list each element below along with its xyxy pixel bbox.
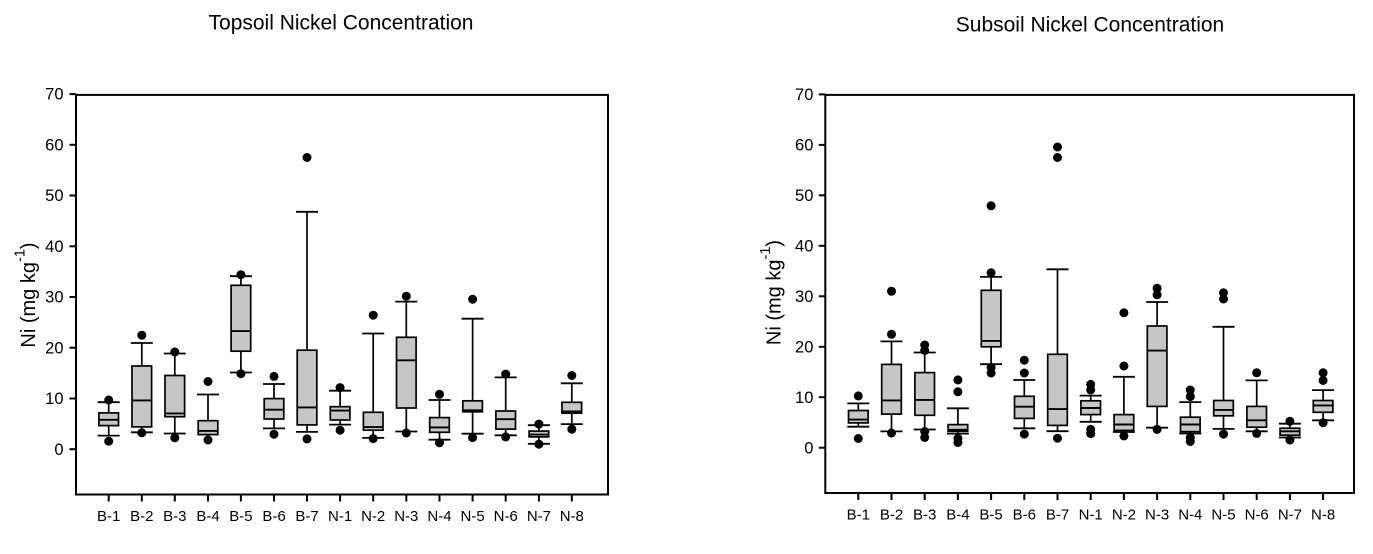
svg-text:B-4: B-4	[946, 507, 969, 524]
svg-text:N-3: N-3	[394, 508, 418, 525]
svg-text:B-5: B-5	[229, 508, 252, 525]
svg-text:N-7: N-7	[1278, 507, 1302, 524]
svg-text:50: 50	[795, 187, 813, 205]
svg-text:Subsoil Nickel Concentration: Subsoil Nickel Concentration	[956, 14, 1224, 37]
svg-text:0: 0	[54, 441, 63, 459]
svg-text:B-1: B-1	[847, 507, 870, 524]
svg-text:B-5: B-5	[979, 507, 1002, 524]
svg-text:N-4: N-4	[1178, 507, 1202, 524]
svg-text:N-2: N-2	[1112, 507, 1136, 524]
svg-text:N-1: N-1	[328, 508, 352, 525]
svg-text:N-1: N-1	[1079, 507, 1103, 524]
svg-text:N-6: N-6	[1245, 507, 1269, 524]
svg-text:B-4: B-4	[196, 508, 219, 525]
svg-text:20: 20	[795, 338, 813, 356]
svg-text:N-3: N-3	[1145, 507, 1169, 524]
svg-text:N-5: N-5	[1211, 507, 1235, 524]
svg-text:60: 60	[795, 137, 813, 155]
svg-text:10: 10	[795, 389, 813, 407]
svg-text:N-6: N-6	[494, 508, 518, 525]
svg-text:40: 40	[795, 237, 813, 255]
svg-text:N-5: N-5	[461, 508, 485, 525]
svg-text:0: 0	[804, 439, 813, 457]
svg-text:B-3: B-3	[163, 508, 186, 525]
svg-text:B-1: B-1	[97, 508, 120, 525]
svg-text:70: 70	[795, 86, 813, 104]
svg-text:30: 30	[45, 289, 63, 307]
svg-text:10: 10	[45, 390, 63, 408]
svg-text:B-2: B-2	[130, 508, 153, 525]
svg-text:40: 40	[45, 238, 63, 256]
svg-text:N-7: N-7	[527, 508, 551, 525]
svg-text:N-8: N-8	[1311, 507, 1335, 524]
svg-text:20: 20	[45, 339, 63, 357]
svg-text:30: 30	[795, 288, 813, 306]
svg-text:B-2: B-2	[880, 507, 903, 524]
svg-text:B-7: B-7	[1046, 507, 1069, 524]
svg-text:N-2: N-2	[361, 508, 385, 525]
svg-text:60: 60	[45, 136, 63, 154]
svg-text:B-6: B-6	[1013, 507, 1036, 524]
svg-text:B-7: B-7	[295, 508, 318, 525]
svg-text:Topsoil Nickel Concentration: Topsoil Nickel Concentration	[209, 12, 474, 35]
svg-text:N-8: N-8	[560, 508, 584, 525]
svg-text:70: 70	[45, 86, 63, 104]
svg-text:B-6: B-6	[262, 508, 285, 525]
svg-text:50: 50	[45, 187, 63, 205]
svg-text:N-4: N-4	[427, 508, 451, 525]
svg-text:B-3: B-3	[913, 507, 936, 524]
